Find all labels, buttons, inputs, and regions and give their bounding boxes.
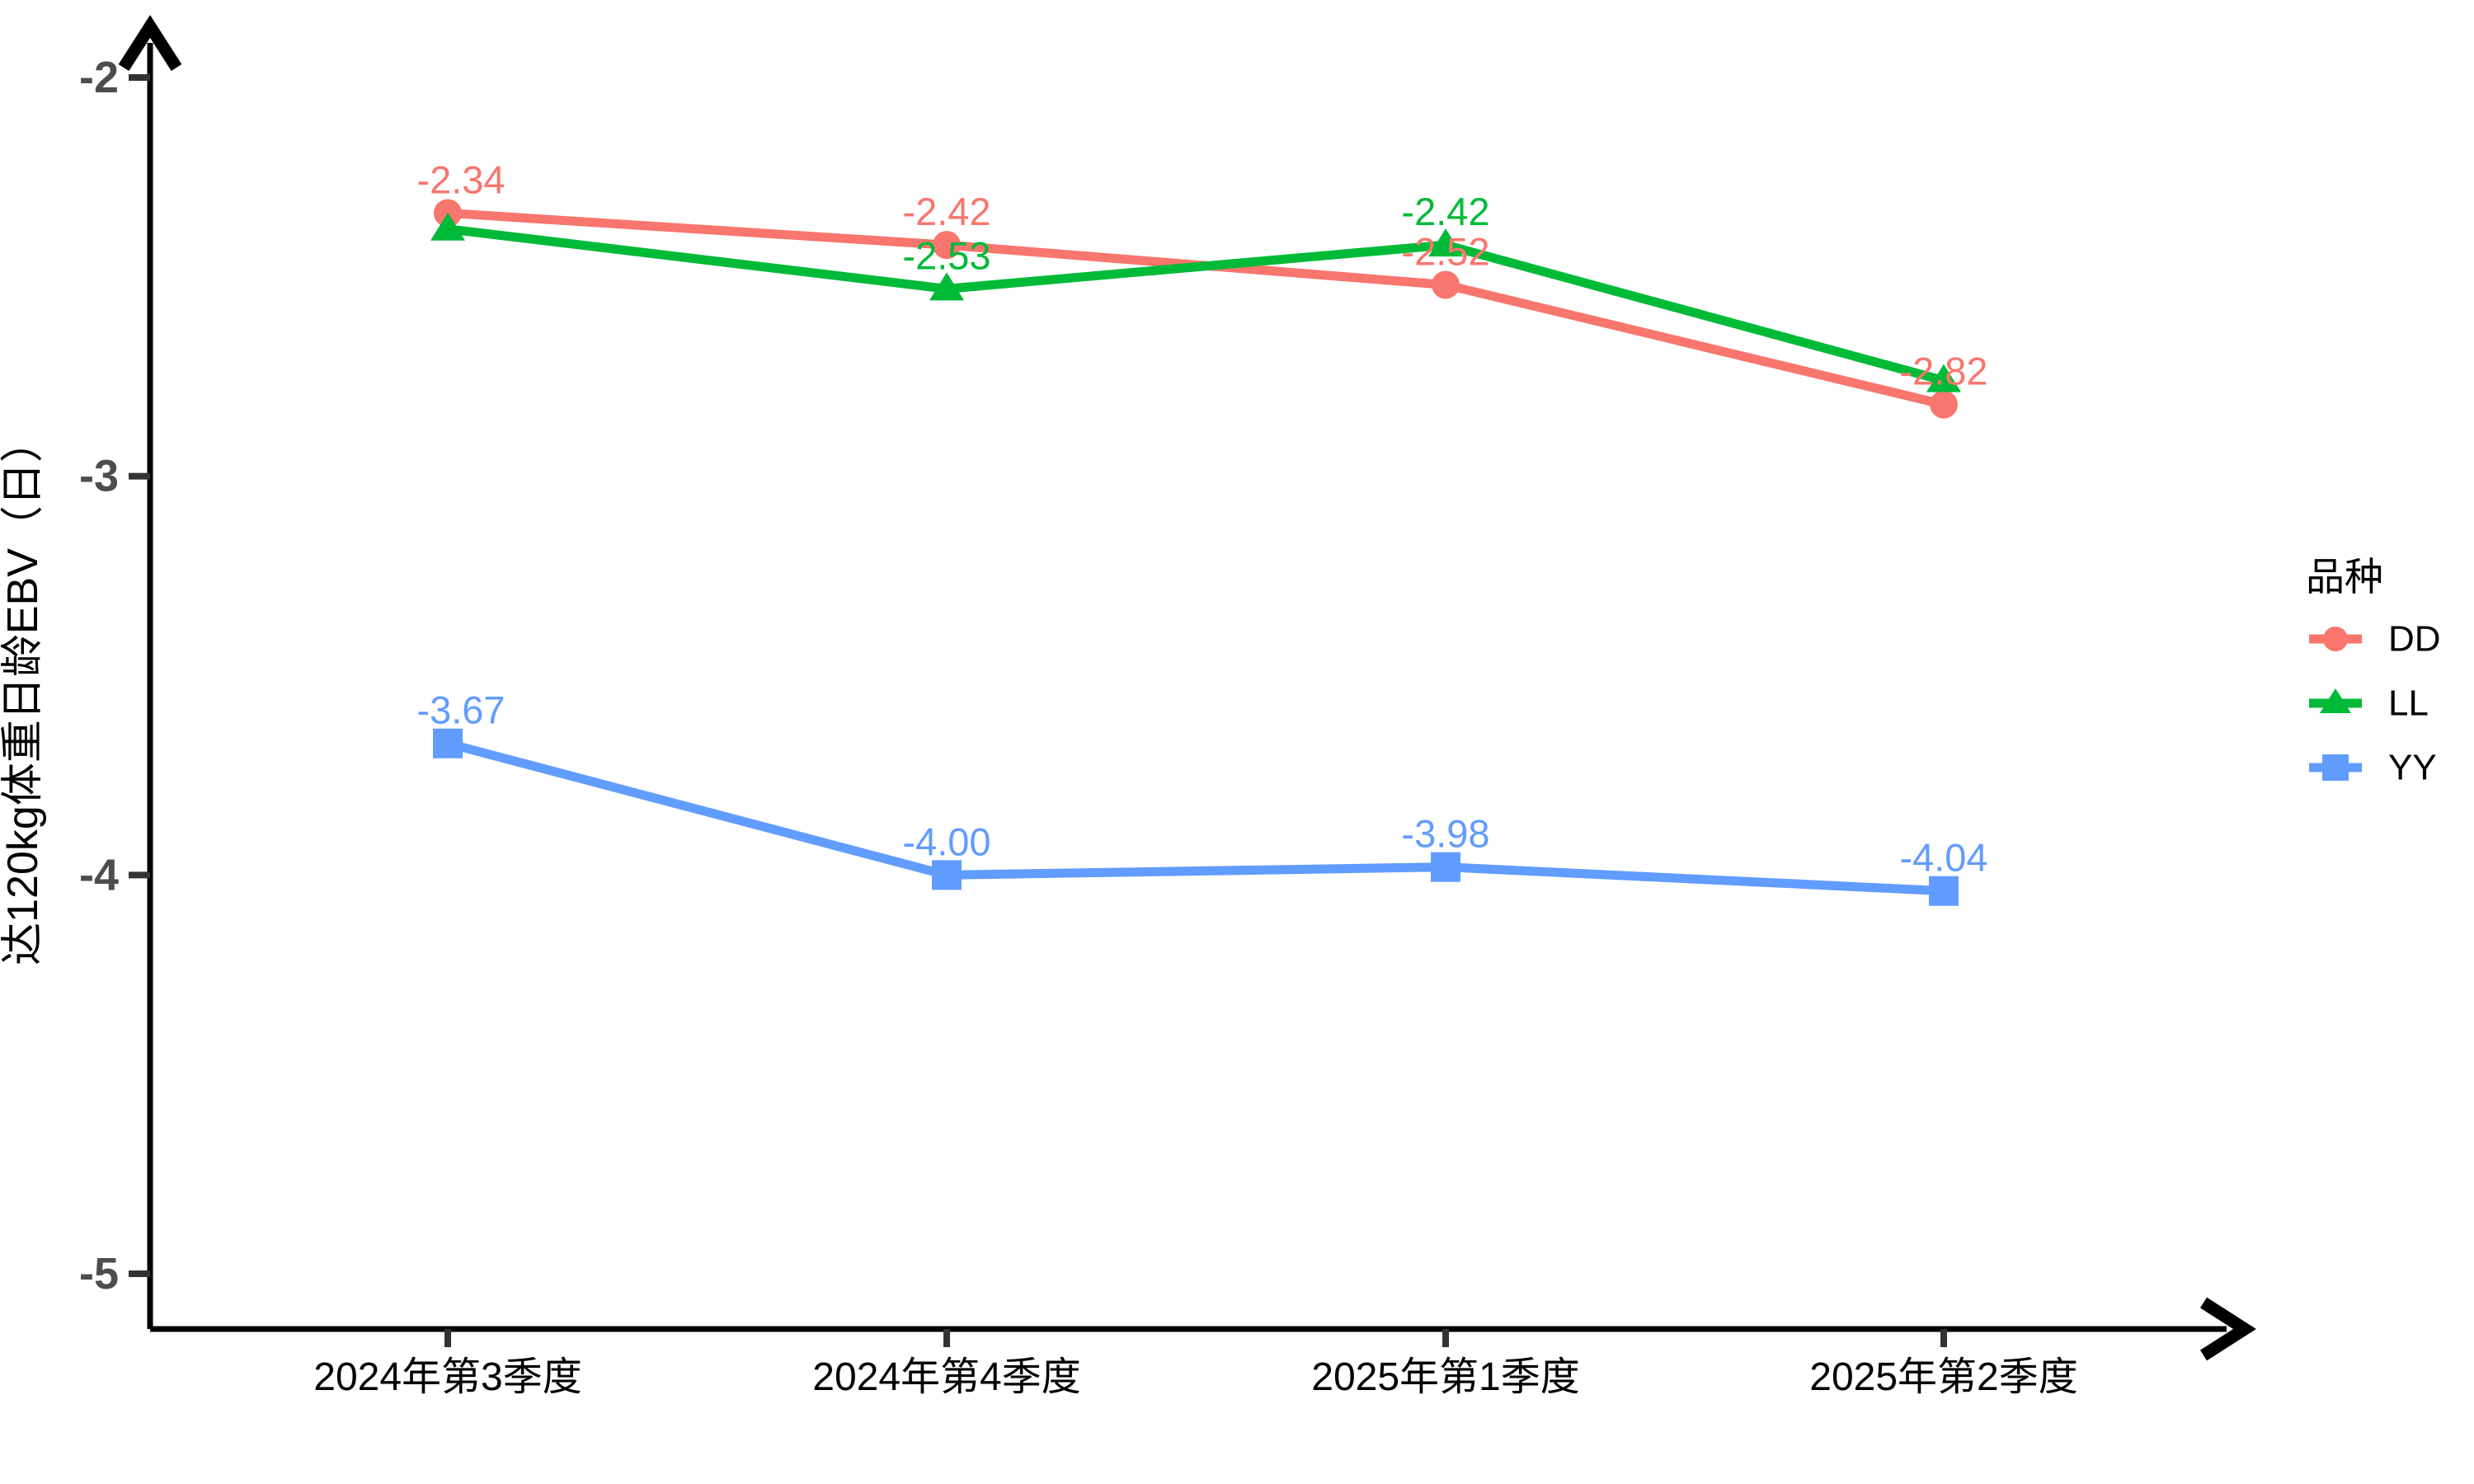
x-tick-label: 2024年第4季度 [812, 1355, 1080, 1399]
data-point-LL-3 [1926, 364, 1961, 392]
x-tick-label: 2024年第3季度 [313, 1355, 581, 1399]
legend-label-YY: YY [2388, 748, 2437, 788]
y-axis-title: 达120kg体重日龄EBV（日） [0, 420, 47, 965]
legend-key-triangle-icon [2320, 688, 2351, 713]
series-labels-DD: -2.34-2.42-2.52-2.82 [416, 157, 1987, 392]
data-point-YY-2 [1431, 852, 1460, 882]
y-axis-arrow-icon [118, 15, 182, 72]
series-line-LL [447, 224, 1945, 385]
data-point-YY-0 [433, 728, 463, 758]
data-point-YY-1 [932, 860, 962, 890]
y-tick-label: -2 [79, 53, 119, 102]
data-point-LL-1 [929, 272, 964, 301]
legend-item-DD: DD [2309, 619, 2441, 660]
data-label-DD-0: -2.34 [416, 157, 505, 201]
data-point-LL-0 [430, 212, 465, 241]
data-label-YY-0: -3.67 [416, 688, 505, 732]
data-point-DD-3 [1930, 390, 1958, 419]
series-line-YY [446, 739, 1945, 896]
x-tick-label: 2025年第2季度 [1809, 1355, 2077, 1399]
data-label-YY-2: -3.98 [1401, 812, 1489, 856]
series-labels-LL: -2.53-2.42 [902, 190, 1489, 277]
legend-title: 品种 [2306, 555, 2383, 599]
series-line-DD [447, 208, 1945, 409]
legend-item-LL: LL [2309, 683, 2429, 724]
x-axis-arrow-icon [2199, 1297, 2256, 1361]
data-label-DD-3: -2.82 [1899, 350, 1987, 393]
series-LL [430, 212, 1961, 392]
data-label-YY-1: -4.00 [902, 819, 990, 863]
data-point-DD-2 [1432, 270, 1460, 299]
data-label-DD-1: -2.42 [902, 190, 990, 233]
legend-key-square-icon [2322, 754, 2349, 781]
data-point-YY-3 [1929, 876, 1959, 906]
legend-label-LL: LL [2388, 683, 2429, 724]
data-label-LL-1: -2.53 [902, 233, 990, 277]
y-tick-label: -4 [79, 850, 119, 899]
legend-key-circle-icon [2323, 627, 2348, 651]
data-label-YY-3: -4.04 [1899, 836, 1987, 880]
y-tick-label: -3 [79, 452, 119, 501]
legend-item-YY: YY [2309, 748, 2437, 788]
x-tick-label: 2025年第1季度 [1311, 1355, 1579, 1399]
data-label-DD-2: -2.52 [1401, 230, 1489, 274]
series-YY [433, 728, 1959, 906]
series-DD [434, 199, 1958, 419]
data-point-DD-1 [933, 231, 961, 260]
data-point-LL-2 [1428, 228, 1463, 257]
y-tick-label: -5 [79, 1249, 119, 1298]
series-labels-YY: -3.67 -4.00 -3.98 -4.04 [416, 688, 1987, 880]
data-label-LL-2: -2.42 [1401, 190, 1489, 233]
legend-label-DD: DD [2388, 619, 2441, 660]
